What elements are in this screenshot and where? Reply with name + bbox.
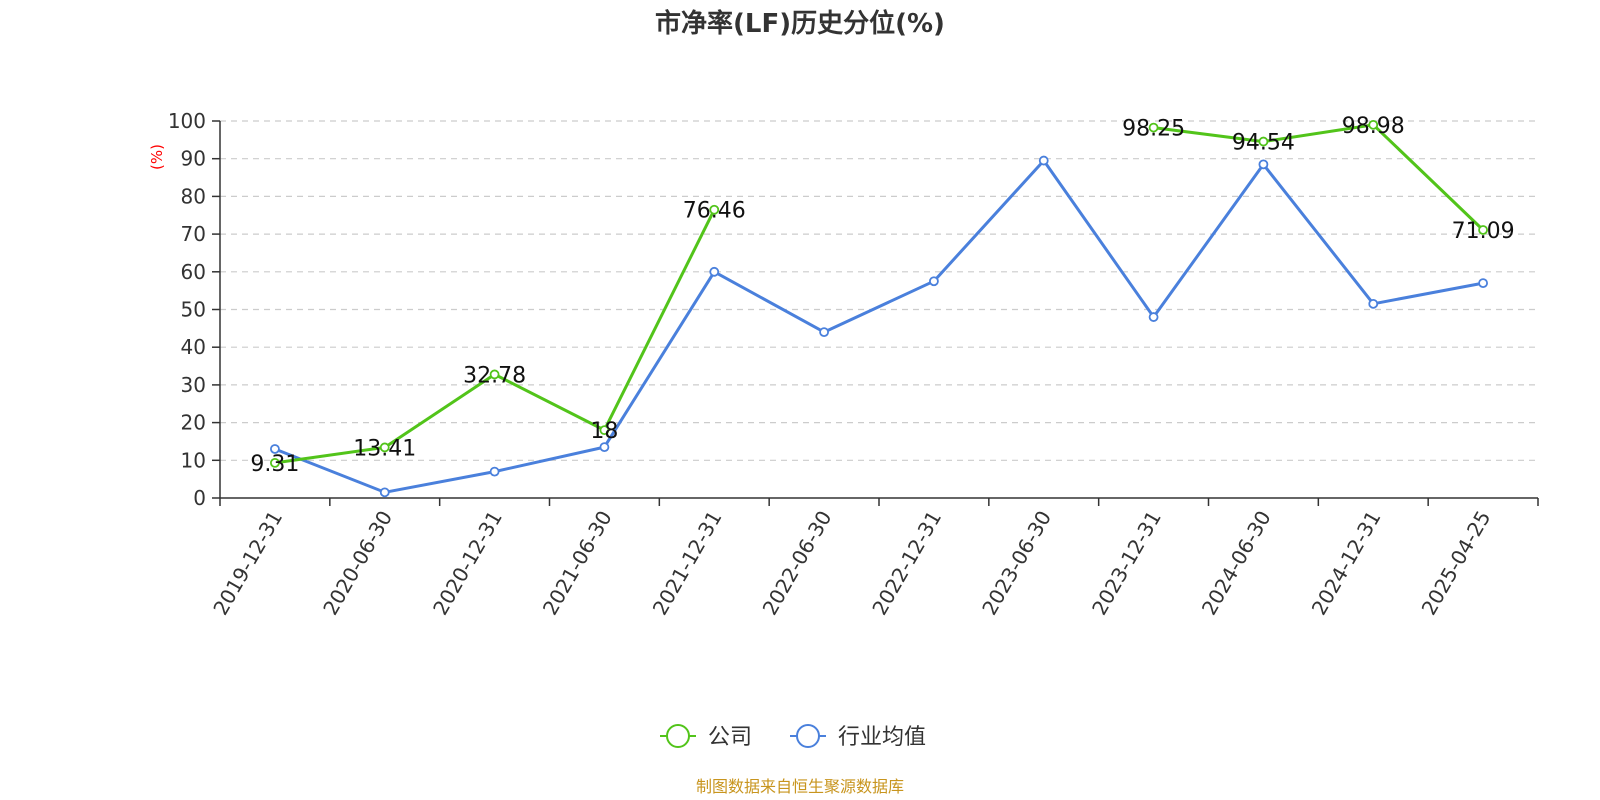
data-point [379,487,390,498]
data-point [1368,119,1379,130]
data-point [1478,225,1488,235]
chart-title: 市净率(LF)历史分位(%) [655,8,945,39]
data-point [379,442,390,453]
y-tick-label: 50 [181,298,206,322]
x-tick-label: 2019-12-31 [208,507,287,620]
x-tick-labels: 2019-12-31 2020-06-30 2020-12-31 2021-06-30… [208,507,1495,620]
data-point [1478,278,1488,289]
data-label: 98.25 [1122,117,1185,142]
legend-item[interactable]: 公司 [660,724,752,750]
x-tick-label: 2023-12-31 [1087,507,1166,620]
x-tick-label: 2020-12-31 [428,507,507,620]
x-tick-label: 2023-06-30 [977,507,1056,620]
source-note: 制图数据来自恒生聚源数据库 [696,777,904,796]
data-point [599,425,610,436]
legend-circle-icon [666,724,690,748]
data-point [599,442,610,453]
series-group [270,119,1488,498]
data-point [709,266,720,277]
y-axis-label: (%) [148,144,166,170]
y-tick-label: 20 [181,411,206,435]
data-label: 9.31 [250,452,299,477]
data-point [270,458,280,468]
legend[interactable]: 公司 行业均值 [660,724,926,750]
series-line [274,159,1484,494]
x-tick-label: 2025-04-25 [1417,507,1496,620]
data-point [1148,312,1159,322]
series-line [1153,123,1485,232]
data-point [1038,155,1049,166]
x-tick-label: 2024-12-31 [1307,507,1386,620]
data-point [1148,122,1159,133]
data-label: 71.09 [1452,219,1515,244]
data-label: 76.46 [683,199,746,224]
data-point [1258,136,1269,147]
x-tick-label: 2022-12-31 [867,507,946,620]
data-label: 13.41 [353,436,416,461]
data-point [1368,298,1379,309]
x-tick-label: 2021-12-31 [648,507,727,620]
y-tick-label: 80 [181,184,206,208]
y-tick-label: 40 [181,335,206,359]
data-point [709,204,720,215]
y-tick-label: 90 [181,147,206,171]
y-tick-labels: 0 10 20 30 40 50 60 70 80 90 100 [168,109,206,510]
data-point [929,276,939,287]
y-tick-label: 0 [193,486,206,510]
x-tick-label: 2024-06-30 [1197,507,1276,620]
data-point [489,466,500,477]
series-line [274,209,716,465]
data-point [270,444,280,454]
data-point [819,327,829,338]
y-tick-label: 10 [181,448,206,472]
data-label: 32.78 [463,363,526,388]
y-tick-label: 60 [181,260,206,284]
grid-lines [220,120,1538,461]
x-tick-label: 2021-06-30 [538,507,617,620]
x-tick-label: 2020-06-30 [318,507,397,620]
legend-label: 公司 [708,725,752,750]
y-tick-label: 30 [181,373,206,397]
y-tick-label: 70 [181,222,206,246]
legend-label: 行业均值 [838,725,926,750]
data-point [489,369,500,380]
data-label: 18 [590,419,618,444]
data-label: 94.54 [1232,131,1295,156]
y-tick-label: 100 [168,109,206,133]
x-tick-label: 2022-06-30 [758,507,837,620]
legend-circle-icon [796,724,820,748]
data-point [1258,159,1269,170]
legend-item[interactable]: 行业均值 [790,724,926,750]
data-label: 98.98 [1342,114,1405,139]
data-labels: 9.31 13.41 32.78 18 76.46 98.25 94.54 98.98 71.0… [250,114,1514,477]
axes [212,120,1539,506]
